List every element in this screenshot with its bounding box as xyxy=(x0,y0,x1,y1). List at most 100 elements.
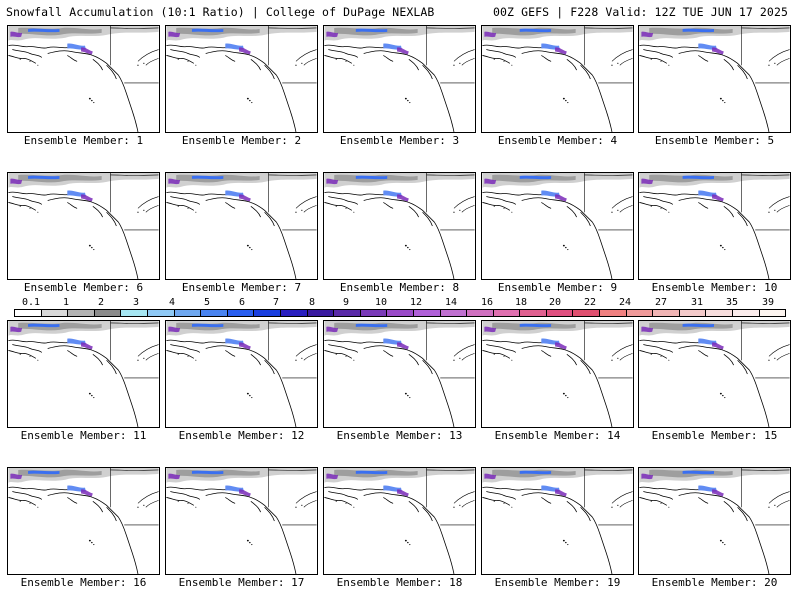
map-svg xyxy=(166,321,317,427)
colorbar-tick-label: 22 xyxy=(583,297,597,308)
coastlines xyxy=(8,486,139,574)
map-svg xyxy=(324,173,475,279)
colorbar-tick-label: 12 xyxy=(409,297,423,308)
map-svg xyxy=(639,321,790,427)
map-svg xyxy=(166,173,317,279)
coastlines xyxy=(166,44,297,132)
colorbar-labels: 0.1 1 2 3 4 5 6 7 8 9 10 12 14 16 18 20 22 24 27 31 35 39 xyxy=(0,297,800,309)
political-borders xyxy=(426,321,475,379)
snowfall-shading xyxy=(8,321,159,350)
snowfall-shading xyxy=(166,468,317,497)
colorbar-tick-label: 5 xyxy=(203,297,211,308)
islands xyxy=(19,205,145,251)
coastlines xyxy=(482,339,613,427)
islands xyxy=(177,353,303,399)
coastlines xyxy=(324,44,455,132)
coastlines xyxy=(639,339,770,427)
ensemble-member-label: Ensemble Member: 4 xyxy=(497,134,618,147)
snowfall-colorbar xyxy=(14,309,786,317)
coastlines xyxy=(482,191,613,279)
snowfall-shading xyxy=(482,173,633,202)
colorbar-swatch xyxy=(387,310,414,316)
colorbar-tick-label: 14 xyxy=(444,297,458,308)
colorbar-swatch xyxy=(520,310,547,316)
ensemble-member-map xyxy=(165,172,318,280)
colorbar-swatch xyxy=(733,310,760,316)
ensemble-member-map xyxy=(165,320,318,428)
ensemble-member-map xyxy=(638,467,791,575)
ensemble-member-label: Ensemble Member: 20 xyxy=(651,576,778,589)
colorbar-swatch xyxy=(600,310,627,316)
ensemble-member-label: Ensemble Member: 6 xyxy=(23,281,144,294)
colorbar-swatch xyxy=(360,310,388,316)
ensemble-member-label: Ensemble Member: 18 xyxy=(336,576,463,589)
ensemble-member-map xyxy=(323,172,476,280)
map-svg xyxy=(324,321,475,427)
ensemble-member-map xyxy=(481,320,634,428)
political-borders xyxy=(110,173,159,231)
colorbar-tick-label: 39 xyxy=(761,297,775,308)
political-borders xyxy=(741,173,790,231)
political-borders xyxy=(584,321,633,379)
colorbar-swatch xyxy=(227,310,255,316)
islands xyxy=(335,205,461,251)
ensemble-member-map xyxy=(323,320,476,428)
colorbar-swatch xyxy=(653,310,680,316)
islands xyxy=(335,58,461,104)
political-borders xyxy=(268,173,317,231)
ensemble-member-map xyxy=(7,320,160,428)
ensemble-member-map xyxy=(481,172,634,280)
colorbar-swatch xyxy=(254,310,281,316)
colorbar-tick-label: 16 xyxy=(480,297,494,308)
colorbar-swatch xyxy=(201,310,228,316)
islands xyxy=(650,58,776,104)
snowfall-shading xyxy=(166,321,317,350)
political-borders xyxy=(426,468,475,526)
coastlines xyxy=(166,191,297,279)
coastlines xyxy=(8,191,139,279)
snowfall-shading xyxy=(324,321,475,350)
snowfall-shading xyxy=(639,26,790,55)
colorbar-swatch xyxy=(573,310,601,316)
coastlines xyxy=(166,486,297,574)
map-svg xyxy=(482,26,633,132)
map-svg xyxy=(482,468,633,574)
political-borders xyxy=(741,321,790,379)
coastlines xyxy=(482,486,613,574)
coastlines xyxy=(482,44,613,132)
ensemble-member-map xyxy=(323,467,476,575)
ensemble-member-map xyxy=(481,467,634,575)
ensemble-member-label: Ensemble Member: 14 xyxy=(494,429,621,442)
coastlines xyxy=(324,191,455,279)
model-run-valid-time: 00Z GEFS | F228 Valid: 12Z TUE JUN 17 20… xyxy=(493,5,788,19)
islands xyxy=(19,58,145,104)
snowfall-shading xyxy=(482,321,633,350)
islands xyxy=(177,205,303,251)
colorbar-tick-label: 20 xyxy=(548,297,562,308)
snowfall-shading xyxy=(639,173,790,202)
map-svg xyxy=(8,26,159,132)
ensemble-member-label: Ensemble Member: 9 xyxy=(497,281,618,294)
snowfall-shading xyxy=(8,173,159,202)
colorbar-swatch xyxy=(68,310,95,316)
ensemble-member-label: Ensemble Member: 15 xyxy=(651,429,778,442)
map-svg xyxy=(8,468,159,574)
islands xyxy=(650,353,776,399)
colorbar-tick-label: 31 xyxy=(690,297,704,308)
colorbar-swatch xyxy=(706,310,734,316)
ensemble-member-label: Ensemble Member: 12 xyxy=(178,429,305,442)
colorbar-swatch xyxy=(280,310,308,316)
islands xyxy=(177,58,303,104)
map-svg xyxy=(639,173,790,279)
colorbar-swatch xyxy=(41,310,69,316)
colorbar-swatch xyxy=(626,310,654,316)
ensemble-member-label: Ensemble Member: 19 xyxy=(494,576,621,589)
colorbar-tick-label: 2 xyxy=(97,297,105,308)
political-borders xyxy=(268,321,317,379)
map-svg xyxy=(324,468,475,574)
snowfall-shading xyxy=(639,321,790,350)
ensemble-member-label: Ensemble Member: 17 xyxy=(178,576,305,589)
political-borders xyxy=(268,468,317,526)
colorbar-tick-label: 9 xyxy=(342,297,350,308)
snowfall-shading xyxy=(166,173,317,202)
